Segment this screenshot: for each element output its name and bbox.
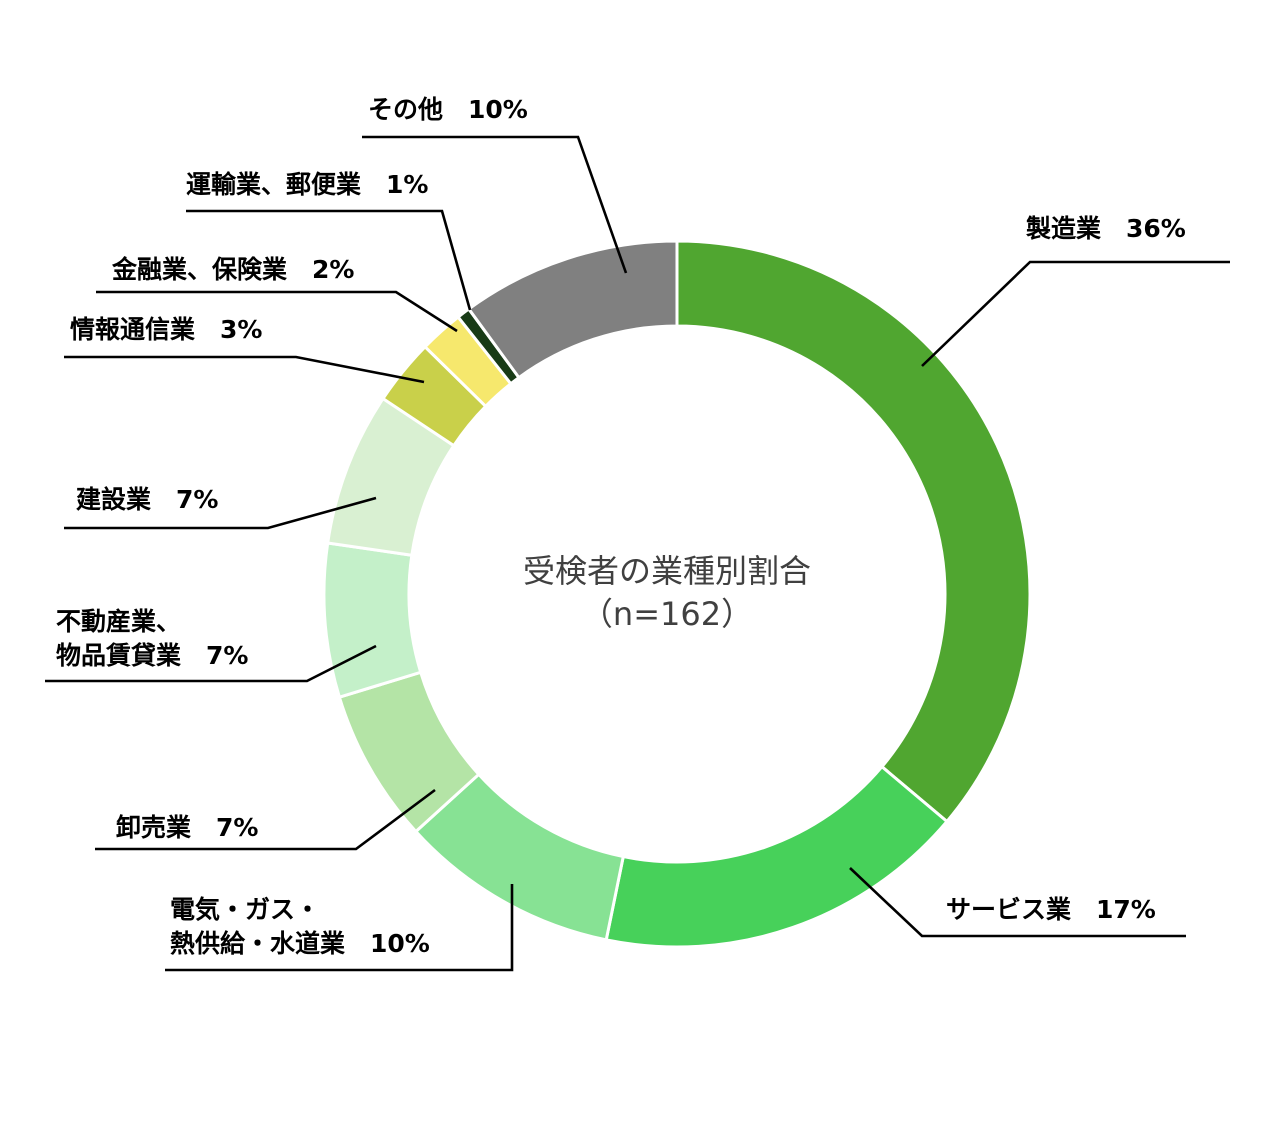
slice-label-7: 情報通信業 3% xyxy=(70,315,262,344)
leader-line-2 xyxy=(849,867,1186,938)
leader-line-8 xyxy=(96,290,458,333)
slice-label-6: 建設業 7% xyxy=(76,485,218,514)
slice-label-2: サービス業 17% xyxy=(946,895,1156,924)
leader-line-4 xyxy=(95,788,436,851)
slice-label-4: 卸売業 7% xyxy=(116,813,258,842)
donut-slices xyxy=(322,239,1032,949)
slice-label-5-line-2: 物品賃貸業 7% xyxy=(56,641,248,670)
slice-label-8: 金融業、保険業 2% xyxy=(111,255,354,284)
leader-line-3 xyxy=(165,884,514,972)
slice-labels: 製造業 36% サービス業 17% 電気・ガス・熱供給・水道業 10% 卸売業 7% 不… xyxy=(56,95,1186,958)
leader-line-7 xyxy=(64,355,425,384)
slice-label-9: 運輸業、郵便業 1% xyxy=(186,170,428,199)
slice-label-3-line-2: 熱供給・水道業 10% xyxy=(170,929,430,958)
chart-subtitle: （n=162） xyxy=(581,595,753,633)
slice-label-3-line-1: 電気・ガス・ xyxy=(170,895,320,924)
slice-10 xyxy=(466,239,679,380)
leader-line-5 xyxy=(45,644,377,683)
leader-line-10 xyxy=(362,135,628,274)
leader-line-6 xyxy=(64,496,377,530)
leader-line-9 xyxy=(186,209,472,311)
slice-5 xyxy=(322,541,423,700)
leader-line-1 xyxy=(921,260,1230,367)
slice-label-10: その他 10% xyxy=(368,95,528,124)
slice-1 xyxy=(675,239,1032,824)
slice-2 xyxy=(604,764,950,949)
chart-title: 受検者の業種別割合 xyxy=(523,552,811,590)
slice-label-5-line-1: 不動産業、 xyxy=(56,607,181,636)
slice-label-1: 製造業 36% xyxy=(1025,214,1186,243)
leader-lines xyxy=(45,135,1230,972)
